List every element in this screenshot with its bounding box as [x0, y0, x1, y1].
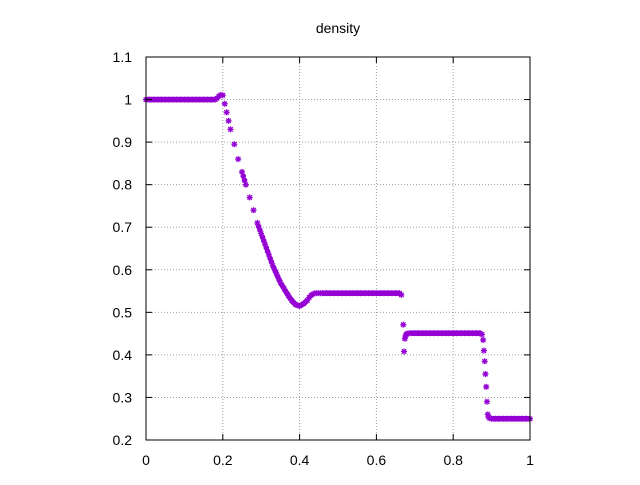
data-point: [400, 321, 407, 328]
data-point-fill: [257, 227, 263, 233]
data-point: [480, 336, 487, 343]
x-tick-label: 0.4: [290, 452, 310, 468]
data-point-stroke: [231, 141, 237, 147]
y-tick-label: 1.1: [113, 49, 133, 65]
data-point-stroke: [482, 358, 488, 364]
y-axis-tick-labels: 0.2 0.3 0.4 0.5 0.6 0.7 0.8 0.9 1 1.1: [113, 49, 133, 448]
data-point: [483, 383, 490, 390]
data-point-fill: [525, 415, 532, 422]
data-point: [481, 358, 488, 365]
data-point-stroke: [258, 230, 264, 237]
data-point: [401, 348, 408, 355]
x-tick-label: 1: [526, 452, 534, 468]
x-tick-label: 0: [142, 452, 150, 468]
data-point-stroke: [250, 207, 257, 213]
data-point: [225, 117, 232, 124]
data-point-stroke: [262, 241, 268, 247]
data-point-fill: [284, 290, 290, 296]
data-point-stroke: [398, 292, 405, 298]
data-point-stroke: [480, 337, 486, 343]
x-tick-label: 0.2: [213, 452, 233, 468]
grid-lines: [146, 57, 530, 440]
y-tick-label: 0.6: [113, 262, 133, 278]
data-point-stroke: [247, 194, 253, 201]
data-point: [235, 156, 242, 163]
y-tick-label: 0.9: [113, 134, 133, 150]
data-point-stroke: [273, 271, 280, 277]
x-axis-tick-labels: 0 0.2 0.4 0.6 0.8 1: [142, 452, 534, 468]
data-point-stroke: [270, 262, 276, 269]
data-point-stroke: [400, 322, 406, 328]
data-markers: [143, 91, 533, 422]
y-tick-label: 1: [124, 92, 132, 108]
data-point: [250, 207, 257, 214]
data-point-fill: [280, 284, 286, 290]
data-point-fill: [211, 96, 217, 103]
data-point: [482, 371, 489, 378]
data-point: [227, 126, 234, 133]
y-tick-label: 0.7: [113, 219, 133, 235]
x-tick-label: 0.6: [367, 452, 387, 468]
data-point-stroke: [235, 156, 241, 162]
data-point-stroke: [223, 109, 230, 115]
data-point-fill: [241, 177, 248, 184]
data-point: [242, 181, 249, 188]
data-point: [231, 141, 238, 148]
data-point-stroke: [484, 399, 490, 405]
data-point: [246, 194, 253, 201]
y-tick-label: 0.8: [113, 177, 133, 193]
data-point-fill: [264, 248, 271, 255]
data-point-stroke: [225, 118, 232, 124]
data-point-stroke: [482, 371, 489, 377]
chart-title: density: [316, 20, 360, 36]
data-point: [221, 100, 228, 107]
y-tick-label: 0.5: [113, 304, 133, 320]
data-point-stroke: [481, 347, 487, 354]
data-point-fill: [268, 259, 275, 265]
data-point-stroke: [266, 252, 272, 258]
x-tick-label: 0.8: [443, 452, 463, 468]
data-point: [219, 92, 226, 99]
data-point-stroke: [254, 220, 261, 226]
data-point-fill: [240, 173, 247, 179]
data-point-fill: [276, 276, 282, 283]
axis-ticks: [145, 56, 531, 441]
data-point-stroke: [227, 126, 234, 133]
data-point-stroke: [485, 411, 491, 418]
y-tick-label: 0.3: [113, 389, 133, 405]
data-point-stroke: [243, 182, 249, 188]
data-point-fill: [272, 268, 279, 274]
data-point: [223, 109, 230, 116]
data-point-stroke: [239, 169, 245, 175]
data-point-stroke: [222, 101, 228, 107]
data-point-fill: [303, 298, 309, 305]
data-point-stroke: [401, 348, 407, 355]
data-point-stroke: [483, 384, 489, 390]
plot-frame: [145, 56, 531, 441]
data-point-fill: [395, 290, 401, 296]
data-point-fill: [476, 330, 482, 336]
data-point: [480, 347, 487, 354]
data-point: [483, 398, 490, 405]
data-point-stroke: [220, 92, 226, 98]
y-tick-label: 0.4: [113, 347, 133, 363]
data-point-fill: [260, 237, 267, 244]
data-point-stroke: [479, 331, 485, 338]
y-tick-label: 0.2: [113, 432, 133, 448]
